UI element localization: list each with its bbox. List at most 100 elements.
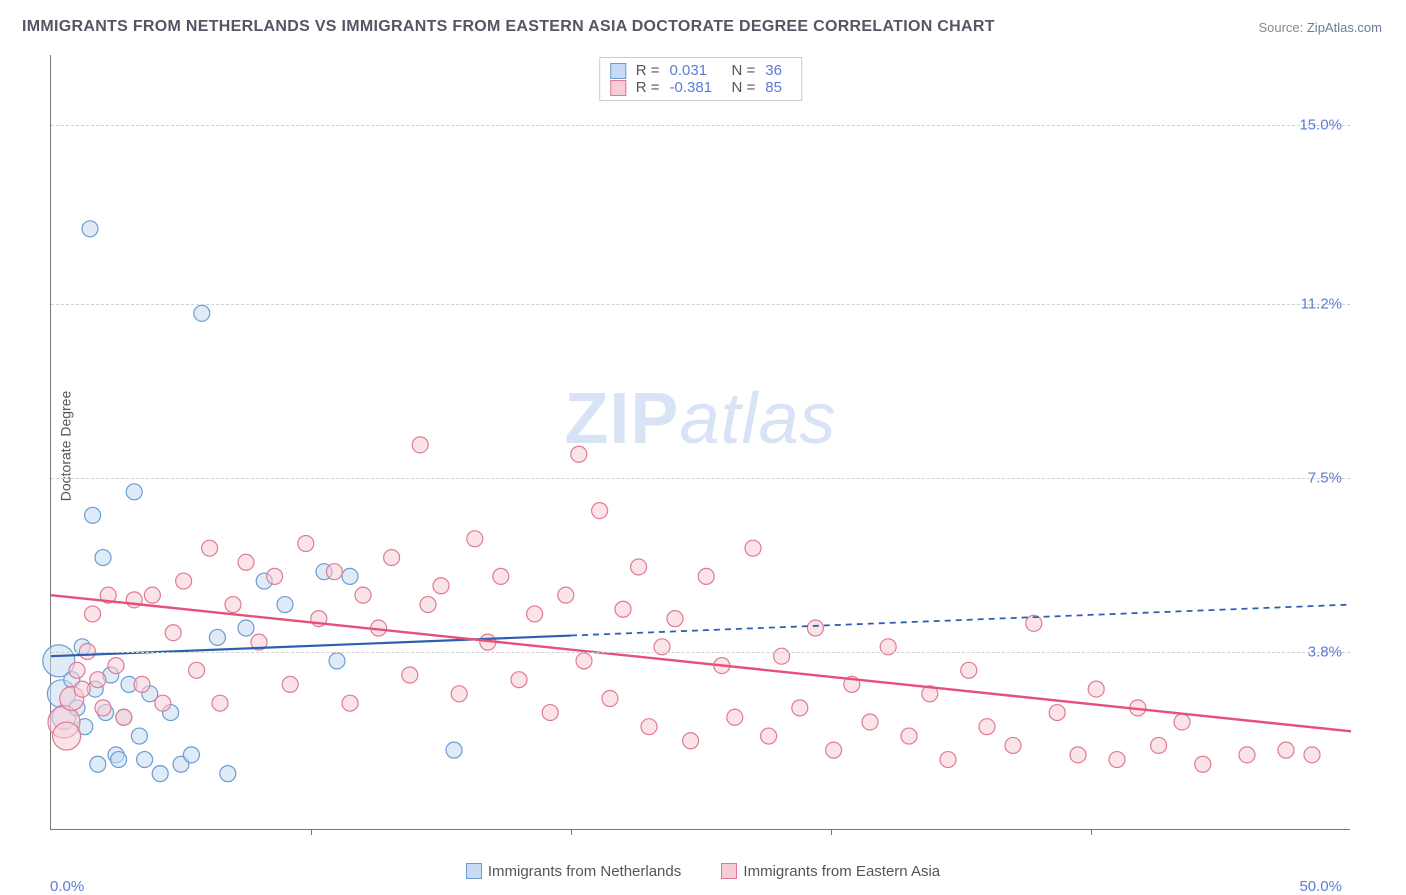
- data-point: [342, 695, 358, 711]
- x-max-label: 50.0%: [1299, 878, 1342, 895]
- gridline: [51, 478, 1350, 479]
- plot-svg: [51, 55, 1350, 829]
- data-point: [571, 446, 587, 462]
- data-point: [467, 531, 483, 547]
- data-point: [82, 221, 98, 237]
- data-point: [53, 722, 81, 750]
- data-point: [727, 709, 743, 725]
- data-point: [108, 658, 124, 674]
- data-point: [126, 484, 142, 500]
- x-tick: [831, 829, 832, 835]
- data-point: [298, 535, 314, 551]
- data-point: [165, 625, 181, 641]
- source-link[interactable]: ZipAtlas.com: [1307, 20, 1382, 35]
- data-point: [189, 662, 205, 678]
- data-point: [90, 756, 106, 772]
- data-point: [1109, 752, 1125, 768]
- data-point: [282, 676, 298, 692]
- trend-line: [51, 595, 1351, 731]
- data-point: [134, 676, 150, 692]
- data-point: [667, 611, 683, 627]
- data-point: [95, 700, 111, 716]
- x-min-label: 0.0%: [50, 878, 84, 895]
- data-point: [451, 686, 467, 702]
- data-point: [979, 719, 995, 735]
- data-point: [329, 653, 345, 669]
- data-point: [152, 766, 168, 782]
- data-point: [1070, 747, 1086, 763]
- data-point: [202, 540, 218, 556]
- data-point: [326, 564, 342, 580]
- legend-item-0: Immigrants from Netherlands: [466, 863, 681, 880]
- y-tick-label: 7.5%: [1308, 469, 1342, 486]
- plot-area: ZIPatlas R = 0.031 N = 36 R = -0.381 N =…: [50, 55, 1350, 830]
- data-point: [194, 305, 210, 321]
- data-point: [446, 742, 462, 758]
- x-tick: [571, 829, 572, 835]
- gridline: [51, 304, 1350, 305]
- data-point: [176, 573, 192, 589]
- data-point: [615, 601, 631, 617]
- data-point: [592, 503, 608, 519]
- data-point: [267, 568, 283, 584]
- data-point: [144, 587, 160, 603]
- data-point: [1049, 705, 1065, 721]
- data-point: [220, 766, 236, 782]
- data-point: [1278, 742, 1294, 758]
- data-point: [761, 728, 777, 744]
- data-point: [131, 728, 147, 744]
- data-point: [209, 629, 225, 645]
- source-prefix: Source:: [1258, 20, 1306, 35]
- data-point: [527, 606, 543, 622]
- data-point: [745, 540, 761, 556]
- data-point: [183, 747, 199, 763]
- data-point: [862, 714, 878, 730]
- trend-line-extrapolated: [571, 605, 1351, 636]
- data-point: [1195, 756, 1211, 772]
- y-tick-label: 11.2%: [1301, 295, 1342, 312]
- legend-swatch-icon: [466, 863, 482, 879]
- chart-title: IMMIGRANTS FROM NETHERLANDS VS IMMIGRANT…: [22, 18, 995, 36]
- data-point: [85, 507, 101, 523]
- gridline: [51, 652, 1350, 653]
- data-point: [558, 587, 574, 603]
- data-point: [155, 695, 171, 711]
- data-point: [225, 597, 241, 613]
- data-point: [698, 568, 714, 584]
- data-point: [683, 733, 699, 749]
- data-point: [69, 662, 85, 678]
- y-tick-label: 3.8%: [1308, 643, 1342, 660]
- data-point: [420, 597, 436, 613]
- y-tick-label: 15.0%: [1299, 117, 1342, 134]
- data-point: [961, 662, 977, 678]
- legend-label-1: Immigrants from Eastern Asia: [743, 863, 940, 880]
- data-point: [1005, 737, 1021, 753]
- x-tick: [1091, 829, 1092, 835]
- data-point: [901, 728, 917, 744]
- data-point: [940, 752, 956, 768]
- data-point: [238, 620, 254, 636]
- data-point: [792, 700, 808, 716]
- data-point: [1174, 714, 1190, 730]
- data-point: [1151, 737, 1167, 753]
- data-point: [576, 653, 592, 669]
- data-point: [412, 437, 428, 453]
- data-point: [85, 606, 101, 622]
- data-point: [511, 672, 527, 688]
- gridline: [51, 125, 1350, 126]
- data-point: [402, 667, 418, 683]
- legend-swatch-icon: [721, 863, 737, 879]
- data-point: [277, 597, 293, 613]
- data-point: [807, 620, 823, 636]
- data-point: [826, 742, 842, 758]
- x-tick: [311, 829, 312, 835]
- source-attribution: Source: ZipAtlas.com: [1258, 20, 1382, 35]
- data-point: [641, 719, 657, 735]
- data-point: [433, 578, 449, 594]
- data-point: [1239, 747, 1255, 763]
- data-point: [238, 554, 254, 570]
- data-point: [111, 752, 127, 768]
- data-point: [1304, 747, 1320, 763]
- data-point: [631, 559, 647, 575]
- data-point: [542, 705, 558, 721]
